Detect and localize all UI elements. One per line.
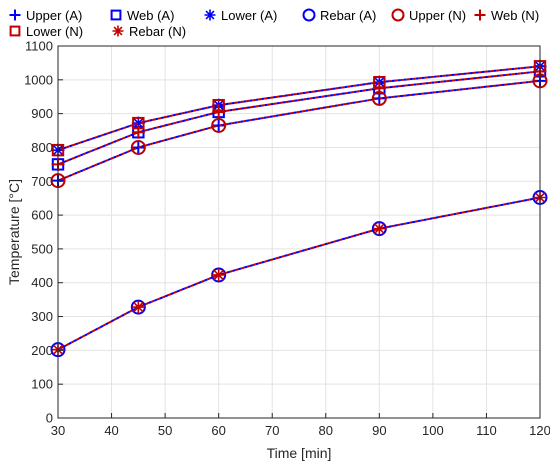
legend-marker (391, 8, 405, 22)
data-point (131, 116, 145, 130)
legend-label: Lower (N) (26, 24, 83, 39)
legend-item: Web (A) (110, 8, 174, 23)
y-tick-label: 1000 (24, 72, 53, 87)
series-line (57, 65, 541, 152)
series-line (57, 70, 541, 166)
x-tick-label: 60 (211, 423, 225, 438)
legend-item: Upper (A) (9, 8, 82, 23)
x-tick-label: 80 (319, 423, 333, 438)
plot-frame (57, 45, 541, 419)
legend-item: Rebar (N) (112, 24, 186, 39)
y-axis: 0 100 200 300 400 500 600 700 800 900 1000 1100 (24, 39, 63, 426)
series-line (57, 79, 541, 182)
x-tick-label: 120 (529, 423, 550, 438)
legend-item: Upper (N) (391, 8, 466, 23)
legend-marker (474, 9, 486, 21)
data-point (212, 105, 226, 119)
legend-label: Rebar (A) (320, 8, 376, 23)
data-point (212, 268, 226, 282)
y-axis-label: Temperature [°C] (6, 179, 22, 285)
y-tick-label: 0 (46, 411, 53, 426)
legend-label: Lower (A) (221, 8, 277, 23)
y-tick-label: 700 (31, 174, 53, 189)
data-point (131, 140, 145, 154)
y-tick-label: 400 (31, 275, 53, 290)
x-tick-label: 30 (51, 423, 65, 438)
legend-label: Upper (N) (409, 8, 466, 23)
legend-marker (112, 25, 124, 37)
x-axis: 30 40 50 60 70 80 90 100 110 120 (51, 413, 550, 438)
legend: Upper (A) Web (A) Lower (A) Rebar (A) Upper … (9, 8, 539, 39)
y-tick-label: 900 (31, 106, 53, 121)
x-tick-label: 50 (158, 423, 172, 438)
y-tick-label: 600 (31, 208, 53, 223)
data-point (130, 139, 146, 155)
x-tick-label: 90 (372, 423, 386, 438)
data-point (212, 118, 226, 132)
legend-item: Web (N) (474, 8, 539, 23)
legend-marker (110, 9, 122, 21)
data-point (132, 116, 145, 130)
y-tick-label: 500 (31, 241, 53, 256)
legend-item: Lower (A) (204, 8, 277, 23)
legend-marker (302, 8, 316, 22)
legend-label: Web (N) (491, 8, 539, 23)
legend-marker (9, 25, 21, 37)
y-tick-label: 200 (31, 343, 53, 358)
legend-item: Lower (N) (9, 24, 83, 39)
series-rebar-n (51, 191, 547, 357)
y-tick-label: 1100 (25, 39, 53, 54)
data-point (373, 75, 386, 89)
data-point (131, 300, 145, 314)
y-tick-label: 100 (31, 377, 53, 392)
legend-marker (204, 9, 216, 21)
data-point (372, 222, 386, 236)
legend-marker (9, 9, 21, 21)
x-tick-label: 110 (476, 423, 497, 438)
plot-area (58, 46, 540, 418)
series-line (57, 196, 541, 351)
legend-label: Rebar (N) (129, 24, 186, 39)
data-point (212, 98, 225, 112)
x-axis-label: Time [min] (267, 445, 332, 461)
y-tick-label: 800 (31, 140, 53, 155)
x-tick-label: 100 (422, 423, 444, 438)
y-tick-label: 300 (31, 309, 53, 324)
legend-label: Web (A) (127, 8, 174, 23)
series-line (57, 65, 541, 152)
legend-item: Rebar (A) (302, 8, 376, 23)
x-tick-label: 40 (104, 423, 118, 438)
x-tick-label: 70 (265, 423, 279, 438)
legend-label: Upper (A) (26, 8, 82, 23)
data-point (211, 117, 227, 133)
series-layer (50, 59, 548, 358)
